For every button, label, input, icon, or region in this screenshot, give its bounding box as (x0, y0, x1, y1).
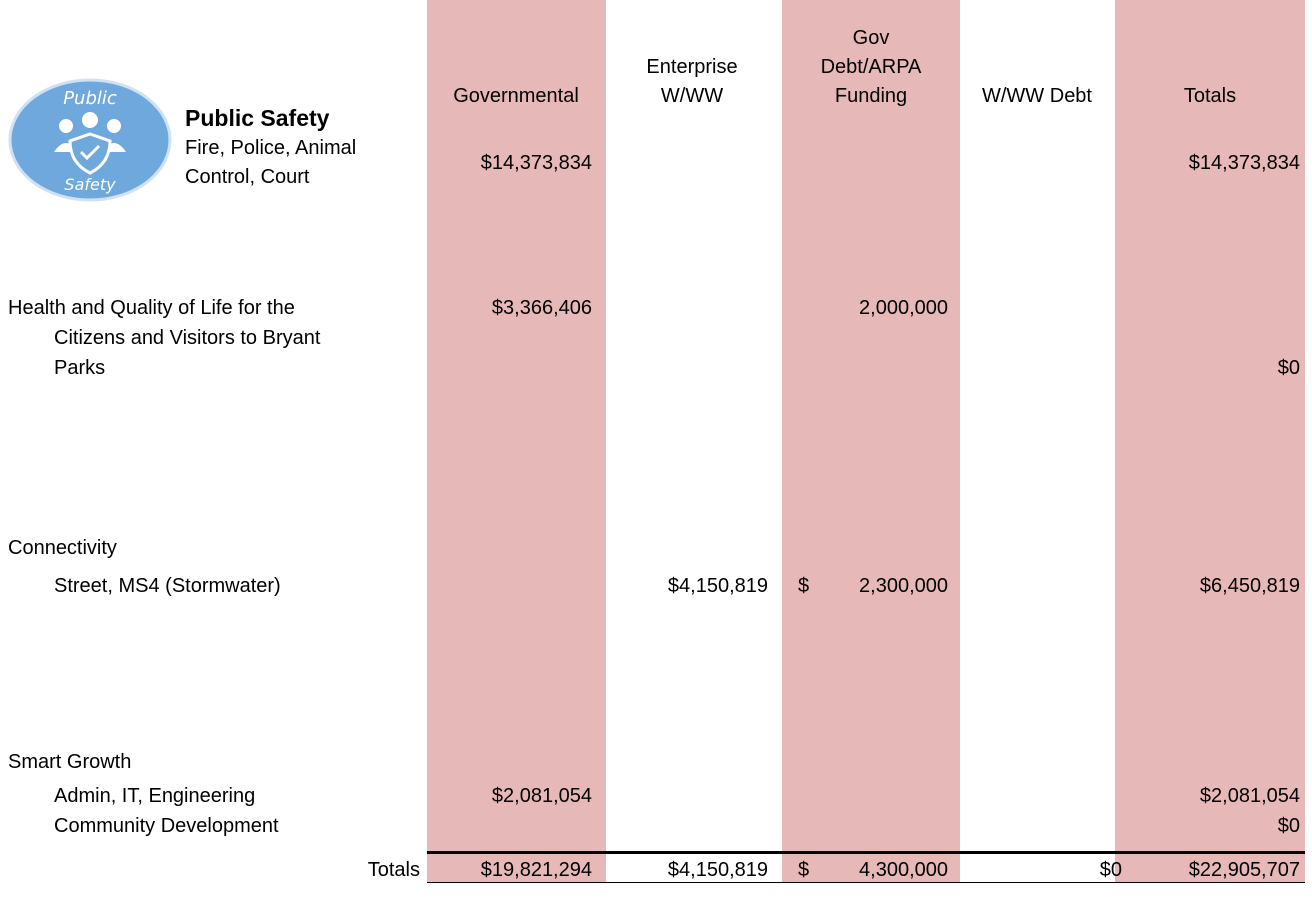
row-label: Admin, IT, Engineering (54, 785, 256, 807)
cell: $ (798, 575, 810, 597)
cell: 2,300,000 (859, 575, 948, 597)
row-label: Health and Quality of Life for the (8, 297, 295, 319)
column-band (1115, 0, 1305, 882)
column-header: Gov (852, 27, 890, 49)
column-band (782, 0, 960, 882)
icon-text: Public (63, 88, 117, 109)
total-cell: $4,150,819 (667, 859, 768, 881)
row-title: Public Safety (185, 105, 330, 131)
column-header: Enterprise (646, 56, 738, 78)
total-rule (427, 882, 1305, 883)
cell: 2,000,000 (859, 297, 948, 319)
total-cell: $ (798, 859, 810, 881)
total-cell: $19,821,294 (480, 859, 592, 881)
cell: $0 (1277, 815, 1300, 837)
column-header: W/WW Debt (982, 85, 1092, 107)
row-label: Parks (54, 357, 106, 379)
cell: $2,081,054 (1199, 785, 1300, 807)
cell: $2,081,054 (491, 785, 592, 807)
column-header: Governmental (453, 85, 579, 107)
cell: $14,373,834 (480, 152, 592, 174)
total-cell: 4,300,000 (859, 859, 948, 881)
cell: $3,366,406 (491, 297, 592, 319)
column-header: Funding (834, 85, 908, 107)
column-band (427, 0, 606, 882)
cell: $14,373,834 (1188, 152, 1300, 174)
total-label: Totals (367, 859, 420, 881)
row-label: Smart Growth (8, 751, 132, 773)
row-label: Community Development (54, 815, 279, 837)
column-header: W/WW (660, 85, 724, 107)
cell: $0 (1277, 357, 1300, 379)
total-cell: $0 (1099, 859, 1122, 881)
cell: $6,450,819 (1199, 575, 1300, 597)
row-label: Connectivity (8, 537, 117, 559)
total-rule (427, 851, 1305, 854)
public-safety-icon: Public Safety (8, 78, 172, 202)
row-label: Street, MS4 (Stormwater) (54, 575, 281, 597)
icon-text: Safety (64, 175, 116, 194)
row-label: Fire, Police, Animal (185, 137, 357, 159)
column-header: Totals (1183, 85, 1237, 107)
cell: $4,150,819 (667, 575, 768, 597)
total-cell: $22,905,707 (1188, 859, 1300, 881)
row-label: Control, Court (185, 166, 310, 188)
column-header: Debt/ARPA (820, 56, 922, 78)
row-label: Citizens and Visitors to Bryant (54, 327, 321, 349)
